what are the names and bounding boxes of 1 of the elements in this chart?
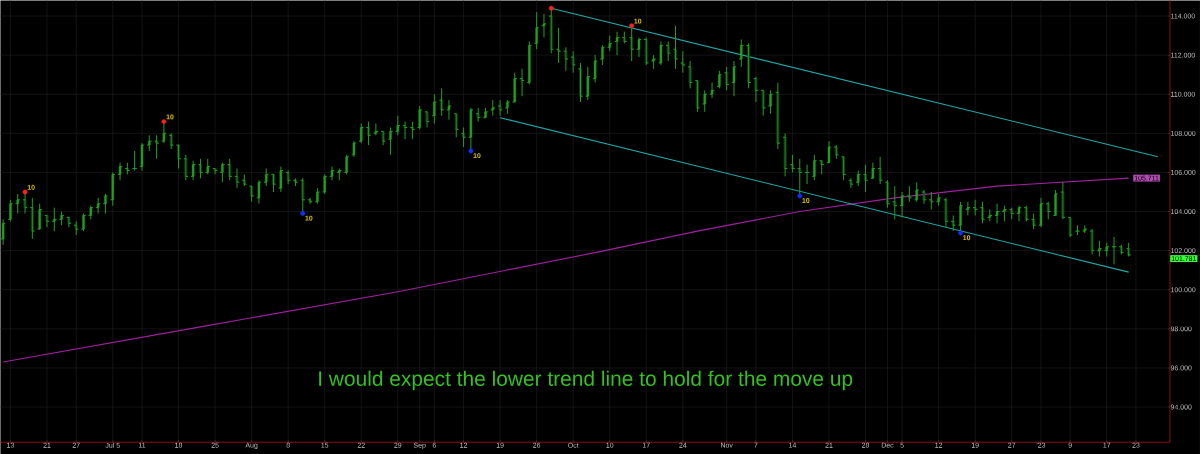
- annotation: I would expect the lower trend line to hold for the move up: [319, 370, 853, 391]
